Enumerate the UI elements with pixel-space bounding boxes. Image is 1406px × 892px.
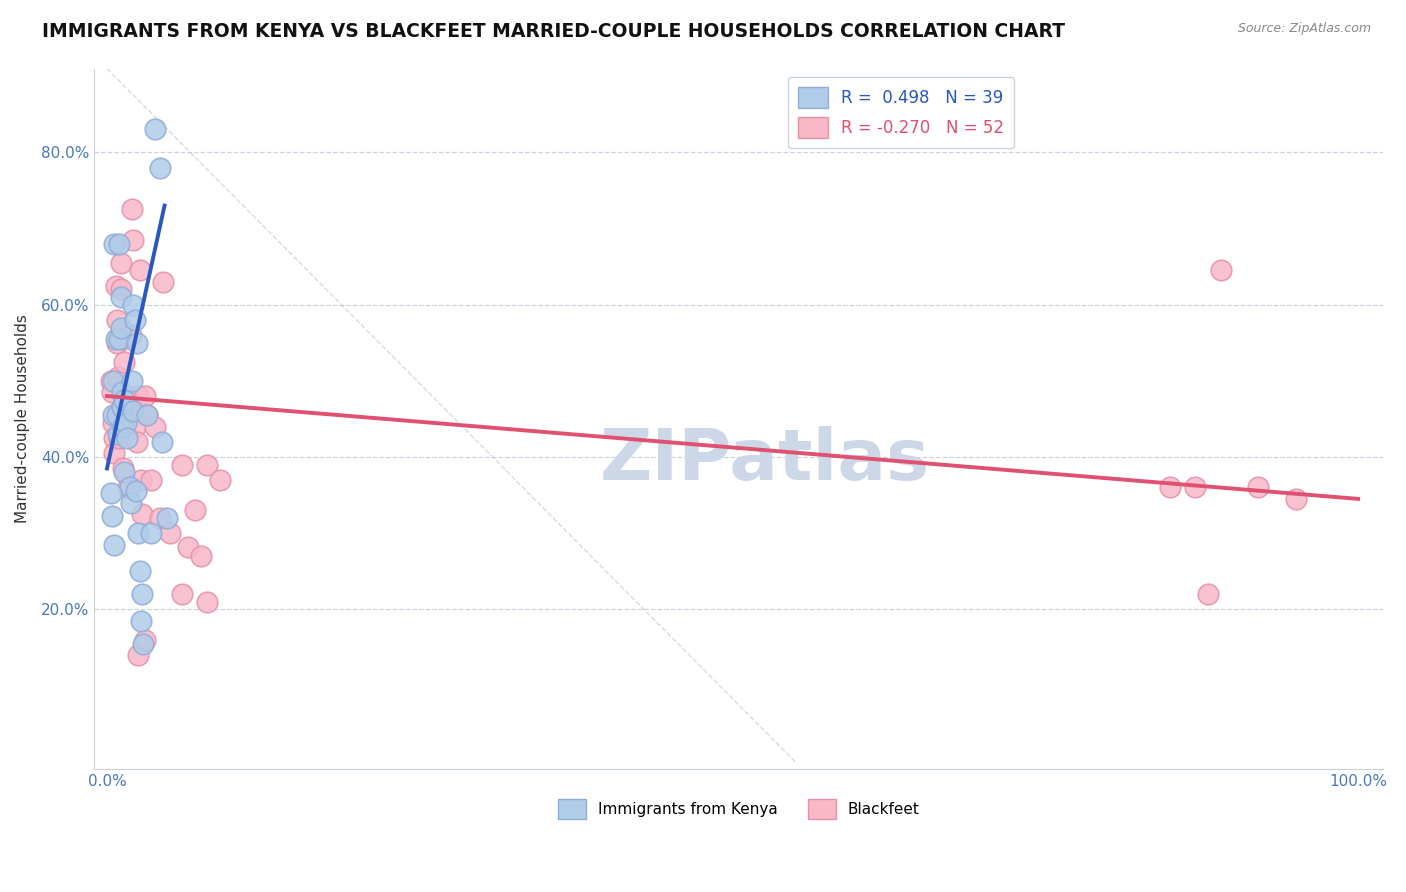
Point: [117, 480, 139, 494]
Point: [170, 458, 193, 472]
Point: [122, 298, 145, 312]
Point: [115, 431, 138, 445]
Point: [136, 408, 159, 422]
Point: [110, 320, 132, 334]
Point: [100, 374, 122, 388]
Point: [118, 480, 141, 494]
Point: [105, 313, 128, 327]
Point: [131, 587, 153, 601]
Point: [127, 389, 149, 403]
Point: [122, 233, 145, 247]
Point: [134, 389, 156, 403]
Y-axis label: Married-couple Households: Married-couple Households: [15, 315, 30, 524]
Point: [100, 485, 122, 500]
Point: [1209, 263, 1232, 277]
Point: [1197, 587, 1219, 601]
Point: [143, 419, 166, 434]
Point: [195, 595, 218, 609]
Point: [190, 549, 212, 563]
Point: [134, 632, 156, 647]
Point: [108, 404, 131, 418]
Text: Source: ZipAtlas.com: Source: ZipAtlas.com: [1237, 22, 1371, 36]
Point: [110, 256, 132, 270]
Point: [120, 328, 142, 343]
Point: [110, 290, 132, 304]
Point: [114, 392, 136, 407]
Point: [103, 416, 125, 430]
Point: [127, 526, 149, 541]
Point: [105, 408, 128, 422]
Point: [103, 431, 125, 445]
Point: [111, 401, 134, 415]
Point: [120, 496, 142, 510]
Point: [111, 332, 134, 346]
Point: [112, 389, 135, 403]
Point: [170, 587, 193, 601]
Point: [136, 408, 159, 422]
Text: ZIPatlas: ZIPatlas: [599, 426, 929, 495]
Point: [108, 332, 131, 346]
Point: [125, 484, 148, 499]
Legend: Immigrants from Kenya, Blackfeet: Immigrants from Kenya, Blackfeet: [553, 793, 925, 825]
Point: [107, 370, 129, 384]
Point: [114, 355, 136, 369]
Point: [122, 404, 145, 418]
Point: [103, 236, 125, 251]
Point: [114, 416, 136, 430]
Point: [132, 637, 155, 651]
Point: [111, 385, 134, 400]
Point: [125, 434, 148, 449]
Point: [104, 278, 127, 293]
Point: [112, 461, 135, 475]
Point: [124, 313, 146, 327]
Point: [150, 434, 173, 449]
Point: [110, 282, 132, 296]
Point: [112, 419, 135, 434]
Point: [129, 473, 152, 487]
Point: [103, 374, 125, 388]
Point: [1159, 480, 1181, 494]
Point: [104, 332, 127, 346]
Point: [159, 526, 181, 541]
Point: [152, 275, 174, 289]
Point: [148, 511, 170, 525]
Point: [124, 419, 146, 434]
Point: [1284, 491, 1306, 506]
Point: [127, 648, 149, 662]
Point: [143, 122, 166, 136]
Point: [139, 473, 162, 487]
Point: [128, 263, 150, 277]
Point: [128, 564, 150, 578]
Point: [208, 473, 231, 487]
Point: [107, 427, 129, 442]
Point: [103, 408, 125, 422]
Point: [114, 465, 136, 479]
Point: [148, 161, 170, 175]
Point: [129, 614, 152, 628]
Point: [156, 511, 179, 525]
Point: [101, 385, 124, 400]
Point: [115, 408, 138, 422]
Point: [195, 458, 218, 472]
Point: [1247, 480, 1270, 494]
Point: [103, 446, 125, 460]
Point: [121, 202, 143, 217]
Point: [121, 374, 143, 388]
Point: [125, 335, 148, 350]
Point: [131, 507, 153, 521]
Point: [108, 236, 131, 251]
Point: [139, 526, 162, 541]
Point: [101, 508, 124, 523]
Point: [108, 431, 131, 445]
Point: [183, 503, 205, 517]
Point: [114, 389, 136, 403]
Point: [1184, 480, 1206, 494]
Point: [177, 540, 200, 554]
Point: [103, 538, 125, 552]
Text: IMMIGRANTS FROM KENYA VS BLACKFEET MARRIED-COUPLE HOUSEHOLDS CORRELATION CHART: IMMIGRANTS FROM KENYA VS BLACKFEET MARRI…: [42, 22, 1066, 41]
Point: [105, 335, 128, 350]
